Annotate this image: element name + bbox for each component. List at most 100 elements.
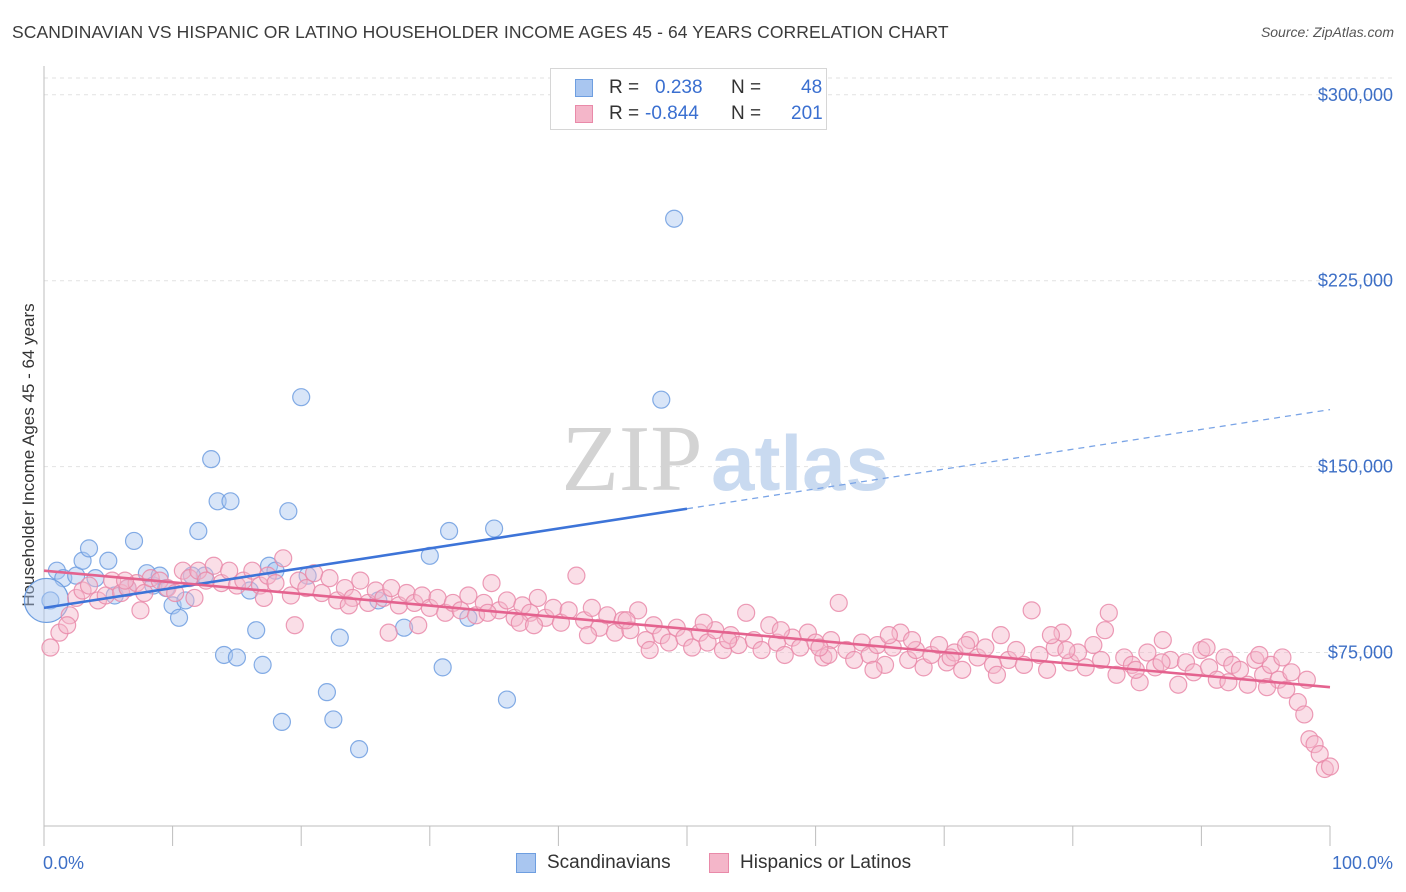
data-point [879, 626, 899, 645]
data-point [58, 616, 77, 635]
legend-label: Scandinavians [547, 852, 671, 873]
x-tick-left: 0.0% [43, 853, 84, 873]
legend-swatch-scandinavians [516, 853, 536, 873]
data-point [968, 648, 987, 667]
data-point [1107, 665, 1126, 684]
data-point [1095, 621, 1115, 640]
data-point [285, 616, 304, 635]
data-point [976, 638, 995, 657]
data-point [50, 623, 69, 642]
data-point [1184, 663, 1203, 682]
data-point [652, 390, 671, 409]
data-point [189, 521, 208, 541]
data-point [1138, 643, 1157, 662]
data-point [99, 551, 118, 570]
data-point [1169, 675, 1188, 694]
r-label: R = [609, 103, 640, 124]
data-point [1068, 643, 1088, 662]
data-point [1277, 680, 1296, 699]
legend-label: Hispanics or Latinos [740, 852, 912, 873]
data-point [582, 598, 601, 617]
data-point [335, 578, 355, 598]
data-point [289, 571, 308, 590]
data-point [115, 571, 135, 590]
data-point [497, 591, 517, 610]
data-point [1041, 626, 1061, 645]
data-point [124, 531, 144, 551]
data-point [1153, 630, 1172, 650]
data-point [1320, 757, 1340, 776]
data-point [169, 608, 189, 627]
data-point [1053, 623, 1072, 642]
data-point [1250, 645, 1269, 665]
data-point [902, 630, 922, 650]
data-point [317, 683, 337, 702]
data-point [379, 623, 398, 642]
y-tick-label: $75,000 [1328, 642, 1393, 662]
n-label: N = [731, 103, 762, 124]
data-point [433, 658, 452, 677]
legend-swatch-scandinavians [575, 79, 593, 97]
data-point [665, 209, 684, 228]
data-point [482, 573, 501, 593]
watermark: ZIP atlas [562, 407, 889, 511]
data-point [837, 640, 856, 660]
n-value: 48 [801, 77, 823, 98]
data-point [324, 710, 343, 729]
data-point [279, 502, 298, 521]
data-point [528, 588, 547, 608]
data-point [339, 596, 358, 615]
data-point [227, 648, 246, 667]
watermark-atlas: atlas [711, 419, 889, 507]
data-point [845, 650, 864, 670]
data-point [1099, 603, 1118, 622]
data-point [953, 660, 972, 679]
data-point [204, 556, 223, 575]
data-point [202, 450, 221, 469]
y-tick-label: $300,000 [1318, 85, 1393, 105]
data-point [382, 578, 401, 598]
data-point [1197, 638, 1216, 657]
data-point [578, 626, 598, 645]
data-point [1282, 663, 1301, 682]
chart-title: SCANDINAVIAN VS HISPANIC OR LATINO HOUSE… [12, 22, 949, 42]
data-point [1305, 735, 1324, 754]
data-point [1057, 640, 1076, 660]
data-point [409, 616, 428, 635]
data-point [524, 616, 544, 635]
data-point [274, 549, 293, 568]
trend-line-scandinavians-extrapolated [686, 408, 1331, 510]
data-point [737, 603, 756, 622]
data-point [41, 591, 60, 610]
data-point [1091, 650, 1111, 670]
source-label: Source: ZipAtlas.com [1260, 24, 1394, 40]
data-point [185, 588, 204, 608]
data-point [497, 690, 517, 709]
data-point [875, 655, 895, 674]
trend-line-hispanics [43, 569, 1331, 689]
data-point [208, 492, 227, 511]
y-tick-label: $150,000 [1318, 457, 1393, 477]
data-point [640, 640, 659, 660]
data-point [330, 628, 349, 647]
r-value: 0.238 [655, 77, 703, 98]
data-point [1115, 648, 1134, 667]
data-point [131, 601, 150, 620]
data-point [320, 569, 339, 588]
data-point [173, 561, 192, 580]
trend-lines [43, 408, 1331, 689]
data-point [79, 576, 99, 595]
data-point [775, 645, 794, 665]
data-point [1273, 648, 1292, 667]
data-point [478, 603, 497, 622]
data-point [366, 581, 385, 600]
data-point [629, 601, 648, 620]
n-label: N = [731, 77, 762, 98]
data-point [1300, 730, 1319, 749]
data-point [810, 638, 829, 657]
data-point [1215, 648, 1234, 667]
watermark-zip: ZIP [562, 407, 703, 511]
n-value: 201 [791, 103, 823, 124]
data-point [621, 621, 640, 640]
